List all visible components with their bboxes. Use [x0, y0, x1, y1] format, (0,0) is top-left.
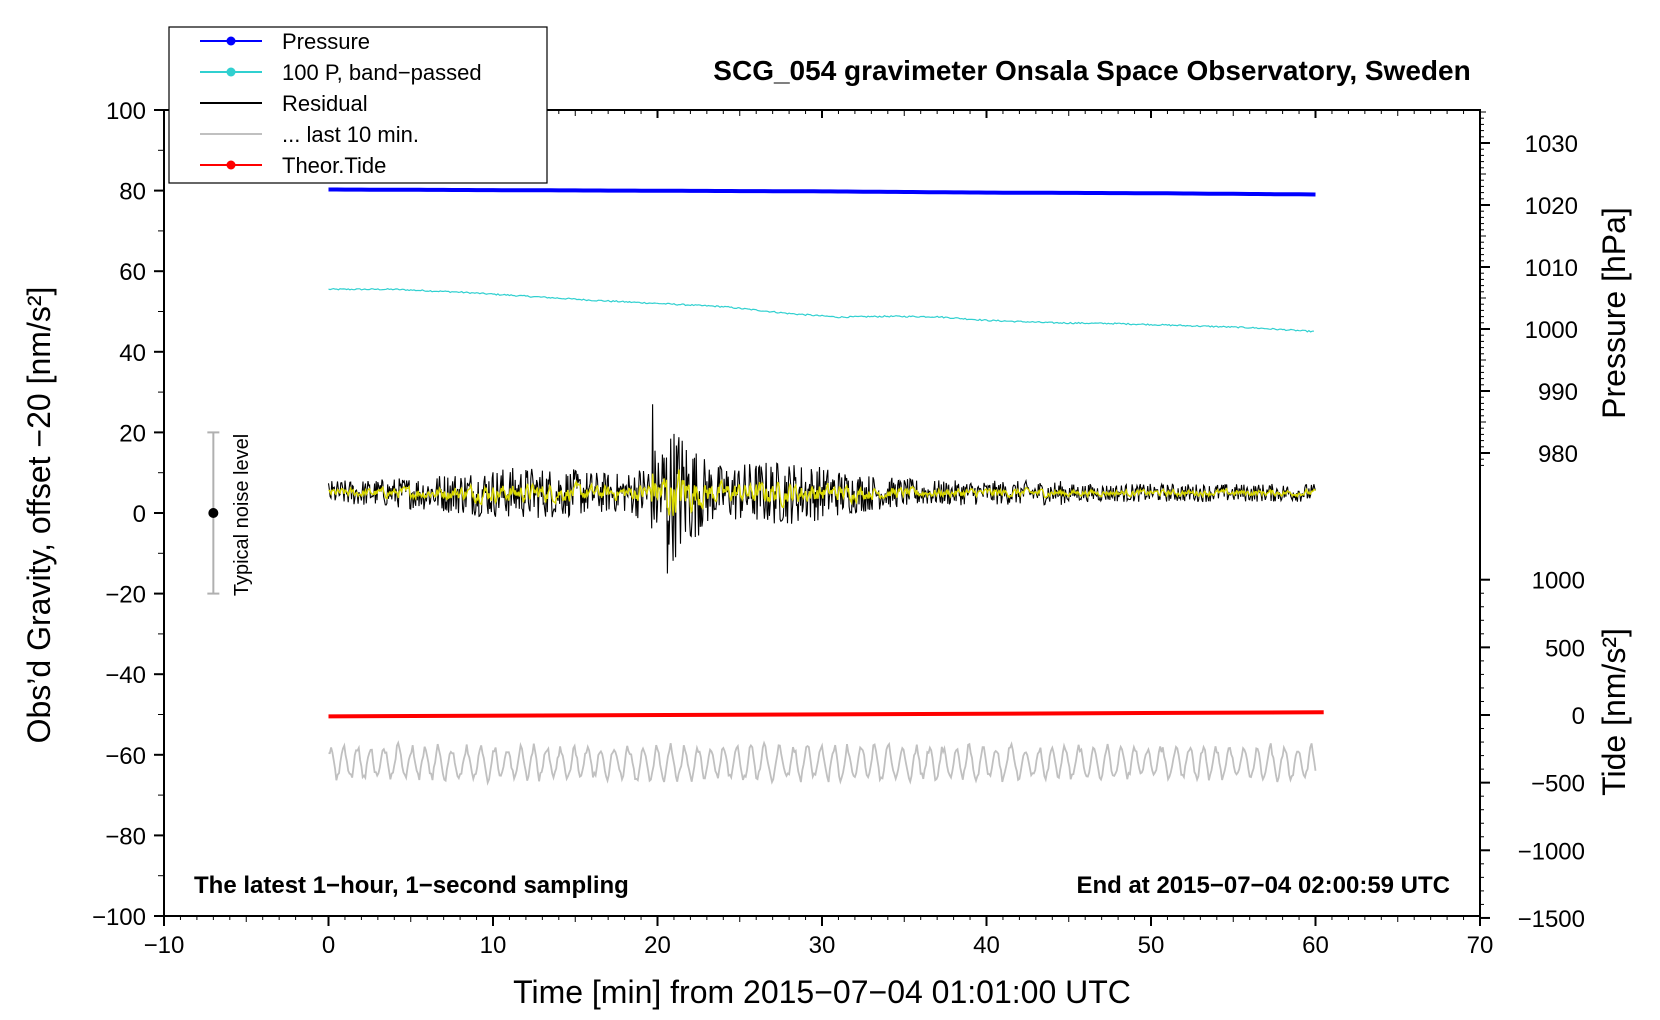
legend-label: Residual: [282, 91, 368, 116]
legend-label: Theor.Tide: [282, 153, 386, 178]
footer-right: End at 2015−07−04 02:00:59 UTC: [1076, 872, 1450, 899]
y-tick-label: 100: [106, 98, 146, 125]
y-tick-label: 20: [119, 420, 146, 447]
pressure-tick-label: 1000: [1525, 317, 1578, 344]
legend-label: 100 P, band−passed: [282, 60, 482, 85]
legend-box: [168, 26, 548, 184]
x-tick-label: 10: [480, 932, 507, 959]
x-tick-label: 40: [973, 932, 1000, 959]
y-tick-label: 0: [133, 501, 146, 528]
y-axis-title-left: Obs’d Gravity, offset −20 [nm/s²]: [21, 287, 57, 744]
x-tick-label: 70: [1467, 932, 1494, 959]
x-tick-label: −10: [144, 932, 185, 959]
pressure-tick-label: 980: [1538, 441, 1578, 468]
noise-bar-center-dot: [208, 508, 219, 518]
series-theor-tide: [328, 710, 1324, 719]
series-residual-smoothed: [328, 469, 1316, 516]
tide-tick-label: 500: [1545, 635, 1585, 662]
pressure-tick-label: 1010: [1525, 255, 1578, 282]
series-layer: [327, 187, 1324, 786]
series-last-10-min: [328, 740, 1317, 786]
legend-label: Pressure: [282, 29, 370, 54]
axis-tick-labels: −10 0 10 20 30 40 50 60 70100806040200−20−40−60−…: [92, 98, 1585, 959]
x-tick-label: 0: [322, 932, 335, 959]
chart-title: SCG_054 gravimeter Onsala Space Observat…: [713, 55, 1470, 86]
tide-tick-label: 0: [1572, 703, 1585, 730]
legend-marker: [226, 36, 236, 46]
noise-level-label: Typical noise level: [231, 434, 253, 596]
series-pressure: [328, 187, 1316, 197]
y-axis-title-pressure: Pressure [hPa]: [1596, 207, 1632, 419]
y-tick-label: −100: [92, 904, 146, 931]
tide-tick-label: −1500: [1518, 906, 1585, 933]
pressure-tick-label: 990: [1538, 379, 1578, 406]
axis-ticks: [154, 109, 1490, 926]
y-tick-label: −20: [105, 582, 146, 609]
footer-left: The latest 1−hour, 1−second sampling: [194, 872, 629, 899]
legend-marker: [226, 160, 236, 170]
plot-frame: [163, 109, 1481, 917]
x-tick-label: 30: [809, 932, 836, 959]
y-tick-label: −60: [105, 743, 146, 770]
y-tick-label: −40: [105, 662, 146, 689]
x-tick-label: 20: [644, 932, 671, 959]
y-tick-label: 60: [119, 259, 146, 286]
y-tick-label: 80: [119, 179, 146, 206]
x-tick-label: 50: [1138, 932, 1165, 959]
legend-marker: [226, 67, 236, 77]
noise-level-indicator: [207, 431, 220, 595]
y-tick-label: 40: [119, 340, 146, 367]
tide-tick-label: 1000: [1532, 568, 1585, 595]
series-residual: [327, 404, 1317, 574]
x-axis-title: Time [min] from 2015−07−04 01:01:00 UTC: [513, 974, 1131, 1010]
legend: Pressure 100 P, band−passed Residual ... la…: [168, 26, 548, 184]
y-tick-label: −80: [105, 823, 146, 850]
series-band-passed-pressure: [328, 287, 1314, 333]
tide-tick-label: −1000: [1518, 838, 1585, 865]
pressure-tick-label: 1030: [1525, 131, 1578, 158]
legend-label: ... last 10 min.: [282, 122, 419, 147]
y-axis-title-tide: Tide [nm/s²]: [1596, 628, 1632, 796]
pressure-tick-label: 1020: [1525, 193, 1578, 220]
tide-tick-label: −500: [1531, 771, 1585, 798]
x-tick-label: 60: [1302, 932, 1329, 959]
